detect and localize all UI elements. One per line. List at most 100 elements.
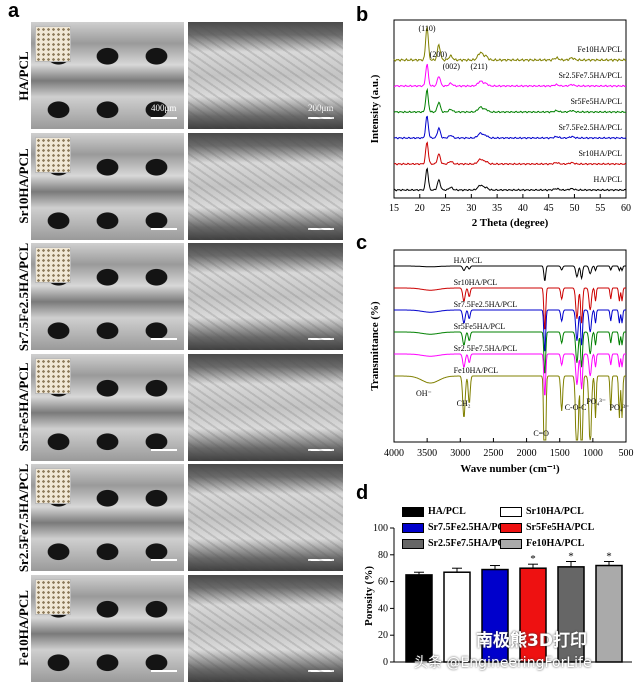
porosity-tick-label: 60 <box>378 577 388 588</box>
ftir-band-label: CH₂ <box>457 399 471 408</box>
porosity-legend-item: Sr10HA/PCL <box>500 506 584 517</box>
legend-label: Sr10HA/PCL <box>526 506 584 517</box>
ftir-series-line <box>394 287 626 330</box>
scale-bar <box>308 559 334 561</box>
significance-marker: * <box>530 553 536 565</box>
porosity-ylabel: Porosity (%) <box>363 566 375 626</box>
xrd-series-label: Sr2.5Fe7.5HA/PCL <box>558 71 622 80</box>
panel-a-letter: a <box>8 0 20 22</box>
scaffold-photo-inset <box>35 26 71 62</box>
xrd-series-label: Sr5Fe5HA/PCL <box>570 97 622 106</box>
xrd-tick-label: 25 <box>441 203 451 214</box>
ftir-tick-label: 2000 <box>517 448 537 459</box>
xrd-tick-label: 30 <box>466 203 476 214</box>
xrd-tick-label: 15 <box>389 203 399 214</box>
scale-bar <box>308 117 334 119</box>
ftir-tick-label: 500 <box>619 448 634 459</box>
xrd-series-line <box>393 167 627 192</box>
scaffold-photo-inset <box>35 357 71 394</box>
scale-bar <box>151 448 177 451</box>
panel-d-letter: d <box>356 482 369 504</box>
xrd-tick-label: 45 <box>544 203 554 214</box>
xrd-series-label: HA/PCL <box>594 175 623 184</box>
sem-image-low-mag <box>31 464 184 571</box>
significance-marker: * <box>568 551 574 563</box>
scaffold-photo-inset <box>35 136 71 173</box>
scale-bar <box>151 559 177 561</box>
scaffold-photo-inset <box>35 578 71 615</box>
watermark-logo-text: 南极熊3D打印 <box>476 631 587 651</box>
scale-bar <box>151 338 177 340</box>
xrd-peak-label: (211) <box>471 62 488 71</box>
xrd-ylabel: Intensity (a.u.) <box>369 74 381 143</box>
ftir-tick-label: 2500 <box>483 448 503 459</box>
panel-d-porosity-chart: * * * 0 20 40 60 80 100 Porosity (%) <box>363 523 632 668</box>
ftir-series-line <box>394 375 626 441</box>
panel-b-xrd-chart: 15 20 25 30 35 40 45 50 55 60 (110) (200) (002) (211… <box>369 19 631 229</box>
xrd-peak-label: (110) <box>418 24 435 33</box>
porosity-bar <box>405 574 433 663</box>
porosity-legend-item: Sr7.5Fe2.5HA/PCL <box>402 522 511 533</box>
porosity-bar <box>595 564 623 663</box>
xrd-xlabel: 2 Theta (degree) <box>472 217 549 229</box>
ftir-band-label: PO₄³⁻ <box>610 403 630 412</box>
ftir-series-line <box>394 309 626 352</box>
scale-bar <box>308 669 334 672</box>
xrd-series-label: Sr7.5Fe2.5HA/PCL <box>558 123 622 132</box>
sem-image-low-mag <box>31 574 184 682</box>
scale-bar <box>151 117 177 119</box>
scale-bar <box>151 227 177 230</box>
ftir-band-label: OH⁻ <box>416 389 432 398</box>
ftir-tick-label: 4000 <box>384 448 404 459</box>
sem-image-low-mag <box>31 132 184 240</box>
xrd-tick-label: 20 <box>415 203 425 214</box>
ftir-series-label: Sr5Fe5HA/PCL <box>454 322 506 331</box>
xrd-tick-label: 35 <box>492 203 502 214</box>
scale-bar <box>151 669 177 672</box>
scale-bar <box>308 338 334 340</box>
panel-c-letter: c <box>356 232 368 254</box>
porosity-legend-item: Sr5Fe5HA/PCL <box>500 522 594 533</box>
porosity-tick-label: 40 <box>378 603 388 614</box>
porosity-tick-label: 100 <box>373 523 388 534</box>
ftir-series-label: HA/PCL <box>454 256 483 265</box>
legend-label: HA/PCL <box>428 506 466 517</box>
scale-bar-label: 200μm <box>308 103 334 113</box>
ftir-band-label: C=O <box>533 429 549 438</box>
legend-swatch <box>500 538 522 549</box>
porosity-bar <box>519 567 547 663</box>
sem-image-high-mag <box>188 353 343 461</box>
ftir-tick-label: 1000 <box>583 448 603 459</box>
watermark-author: 头条 @EngineeringForLife <box>414 655 592 671</box>
sem-image-high-mag <box>188 574 343 682</box>
significance-marker: * <box>606 551 612 563</box>
xrd-tick-label: 50 <box>569 203 579 214</box>
legend-swatch <box>500 522 522 533</box>
ftir-series-line <box>394 353 626 396</box>
ftir-series-line <box>394 331 626 374</box>
xrd-series-line <box>393 63 626 88</box>
ftir-band-label: C-O-C <box>565 403 587 412</box>
ftir-tick-label: 1500 <box>550 448 570 459</box>
ftir-xlabel: Wave number (cm⁻¹) <box>460 463 560 475</box>
porosity-tick-label: 20 <box>378 630 388 641</box>
legend-swatch <box>402 538 424 549</box>
legend-swatch <box>402 506 424 517</box>
ftir-ylabel: Transmittance (%) <box>369 301 381 391</box>
ftir-series-label: Fe10HA/PCL <box>454 366 499 375</box>
legend-label: Fe10HA/PCL <box>526 538 585 549</box>
sem-image-low-mag: 400μm <box>31 22 184 129</box>
ftir-tick-label: 3500 <box>417 448 437 459</box>
sem-image-low-mag <box>31 353 184 461</box>
legend-swatch <box>402 522 424 533</box>
legend-label: Sr2.5Fe7.5HA/PCL <box>428 538 512 549</box>
xrd-series-line <box>393 87 627 114</box>
ftir-series-label: Sr2.5Fe7.5HA/PCL <box>454 344 518 353</box>
porosity-legend-item: HA/PCL <box>402 506 466 517</box>
porosity-tick-label: 80 <box>378 550 388 561</box>
porosity-bar <box>481 568 509 663</box>
xrd-series-line <box>393 25 627 63</box>
xrd-peak-label: (002) <box>443 62 461 71</box>
xrd-tick-label: 60 <box>621 203 631 214</box>
sem-image-high-mag <box>188 243 343 350</box>
